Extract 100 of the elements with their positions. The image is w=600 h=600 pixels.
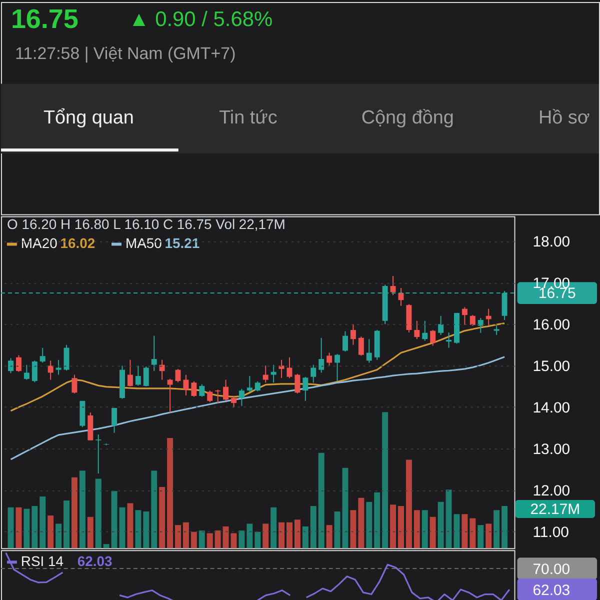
bar [230,533,237,548]
bar [414,510,420,548]
text: 22.17M [530,500,580,518]
y-tick-label: 11.00 [532,524,570,542]
bar [175,525,181,548]
bar [462,514,468,548]
candlestick [334,354,340,382]
bar [374,492,380,548]
bar [398,506,404,548]
candlestick [254,380,260,392]
candlestick [302,376,308,402]
bar [190,532,197,548]
candlestick [358,336,364,356]
bar [127,503,134,548]
candlestick [446,332,452,348]
candlestick [494,325,500,336]
candlestick [215,389,221,404]
y-tick-label: 62.03 [532,582,570,599]
bar [95,478,102,548]
candlestick [478,317,484,334]
candlestick [422,320,428,342]
text: Tin tức [219,108,278,129]
candlestick [223,379,229,401]
bar [254,532,261,548]
y-tick-label: 14.00 [532,400,570,417]
bar [494,510,500,548]
candlestick [56,359,62,376]
bar [143,511,150,548]
candlestick [438,315,444,336]
bar [478,525,484,548]
bar [262,524,269,548]
bar [390,504,396,548]
candlestick [238,388,244,406]
bar [438,502,444,548]
candlestick [318,337,324,374]
y-tick-label: 13.00 [532,441,570,458]
bar [486,524,492,548]
candlestick [183,374,189,396]
bar [278,522,285,548]
bar [422,510,428,548]
bar [16,507,22,548]
bar [198,530,205,548]
candlestick [246,376,252,392]
bar [222,526,229,548]
text: 11:27:58 | Việt Nam (GMT+7) [14,44,236,63]
y-tick-label: 70.00 [532,561,570,578]
candlestick [294,373,300,394]
bar [151,470,158,548]
candlestick [32,360,38,383]
bar [318,452,324,548]
candlestick [262,365,268,384]
text: Tổng quan [43,108,134,129]
bar [446,490,452,548]
bar [366,502,372,548]
bar [238,530,245,548]
bar [111,491,118,548]
candlestick [167,378,173,414]
bar [40,496,46,548]
bar [310,506,316,548]
bar [71,477,78,548]
line-series [10,322,506,412]
y-tick-label: 15.00 [532,358,570,376]
bar [64,500,70,548]
bar [502,506,508,548]
bar [270,507,277,548]
bar [430,516,436,548]
bar [326,525,332,548]
line-series [10,356,506,460]
bar [79,470,86,548]
bar [8,507,14,548]
bar [334,511,340,548]
candlestick [326,352,332,366]
bar [382,412,388,548]
annotation: 62.03 [77,553,112,570]
candlestick [462,306,468,326]
bar [159,486,166,548]
text: Cộng đồng [361,108,454,129]
candlestick [414,320,420,340]
candlestick [24,364,30,380]
bar [167,438,174,548]
bar [206,533,213,548]
bar [246,524,253,548]
candlestick [430,329,436,346]
candlestick [72,374,78,394]
candlestick [199,384,205,398]
candlestick [143,366,149,387]
candlestick [64,344,70,372]
candlestick [159,359,165,380]
legend-label: RSI 14 [20,553,64,570]
bar [135,510,142,548]
bar [32,506,38,548]
bar [406,460,412,548]
candlestick [231,395,236,408]
candlestick [16,354,22,372]
candlestick [390,276,396,296]
bar [358,498,364,548]
bar [103,544,110,548]
bar [350,510,356,548]
chart-title: 16.75 [10,4,78,34]
candlestick [366,338,372,364]
